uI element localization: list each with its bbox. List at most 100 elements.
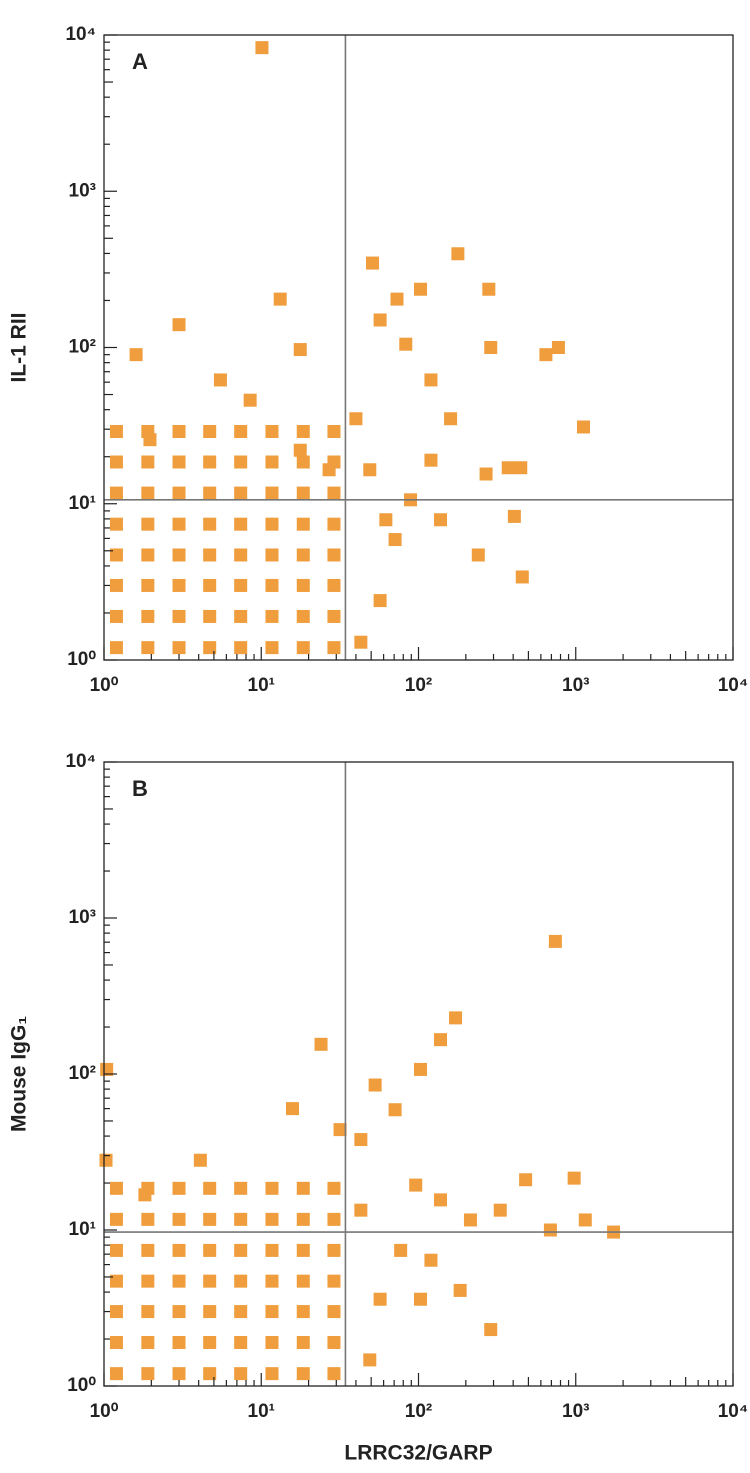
data-point [234,486,248,500]
data-point [567,1171,581,1185]
data-point [141,641,155,655]
data-point [519,1173,533,1187]
data-point [203,517,217,531]
data-point [514,461,528,475]
data-point [373,1292,387,1306]
data-point [296,1243,310,1257]
data-point [203,1212,217,1226]
data-point [143,433,157,447]
data-point [265,1181,279,1195]
data-point [172,517,186,531]
data-point [388,533,402,547]
data-point [172,1367,186,1381]
data-point [501,461,515,475]
data-point [296,517,310,531]
data-point [433,513,447,527]
chart-panel: 10⁰ 10¹ 10² 10³ 10⁴ 10⁰ 10¹ 10² 10³ 10⁴ B Mouse IgG… [8,751,749,1465]
data-point [296,1336,310,1350]
data-point [368,1078,382,1092]
panel-label: B [132,776,148,801]
y-axis-label: Mouse IgG₁ [8,1016,31,1132]
data-point [172,1181,186,1195]
data-point [141,1212,155,1226]
y-tick-label: 10² [69,337,96,358]
data-point [109,486,123,500]
data-point [354,1203,368,1217]
data-point [109,1243,123,1257]
data-point [453,1283,467,1297]
data-point [109,1305,123,1319]
data-point [444,412,458,426]
data-point [141,1367,155,1381]
x-tick-label: 10³ [562,675,589,696]
data-point [433,1193,447,1207]
data-point [234,1212,248,1226]
data-point [109,1274,123,1288]
data-point [366,256,380,270]
data-point [203,578,217,592]
chart-panel: 10⁰ 10¹ 10² 10³ 10⁴ 10⁰ 10¹ 10² 10³ 10⁴ A IL-1 RII [8,24,749,696]
data-point [203,1243,217,1257]
x-tick-label: 10⁰ [90,675,119,696]
data-point [141,455,155,469]
data-point [203,486,217,500]
x-tick-label: 10⁴ [718,675,749,696]
data-point [234,455,248,469]
data-point [234,1305,248,1319]
data-point [203,548,217,562]
y-tick-label: 10⁰ [67,1375,96,1396]
x-tick-label: 10¹ [248,675,275,696]
data-point [484,1323,498,1337]
data-point [172,486,186,500]
data-point [265,609,279,623]
data-point [172,425,186,439]
data-point [234,1274,248,1288]
data-point [471,548,485,562]
data-point [109,1336,123,1350]
data-point [265,1243,279,1257]
x-tick-label: 10³ [562,1401,589,1422]
data-point [234,517,248,531]
data-point [507,509,521,523]
data-point [482,282,496,296]
data-point [296,1274,310,1288]
data-point [109,455,123,469]
data-point [234,609,248,623]
data-point [141,1243,155,1257]
data-point [172,318,186,332]
data-point [515,570,529,584]
data-point [327,1367,341,1381]
data-point [265,1305,279,1319]
data-point [548,934,562,948]
x-tick-label: 10¹ [248,1401,275,1422]
data-point [213,373,227,387]
data-point [234,425,248,439]
data-point [203,1181,217,1195]
data-point [172,1212,186,1226]
data-point [354,635,368,649]
data-point [141,578,155,592]
data-point [234,1243,248,1257]
data-point [203,455,217,469]
data-point [327,578,341,592]
data-point [296,486,310,500]
data-point [129,348,143,362]
data-point [265,1336,279,1350]
data-point [265,1367,279,1381]
data-point [327,1181,341,1195]
data-point [203,1367,217,1381]
data-point [109,517,123,531]
data-point [293,443,307,457]
data-point [273,292,287,306]
data-point [234,1181,248,1195]
data-point [172,548,186,562]
data-point [172,1305,186,1319]
data-point [296,1212,310,1226]
data-point [399,337,413,351]
data-point [296,425,310,439]
y-axis-label: IL-1 RII [8,312,31,382]
y-tick-label: 10³ [69,907,96,928]
data-point [141,609,155,623]
data-point [109,609,123,623]
